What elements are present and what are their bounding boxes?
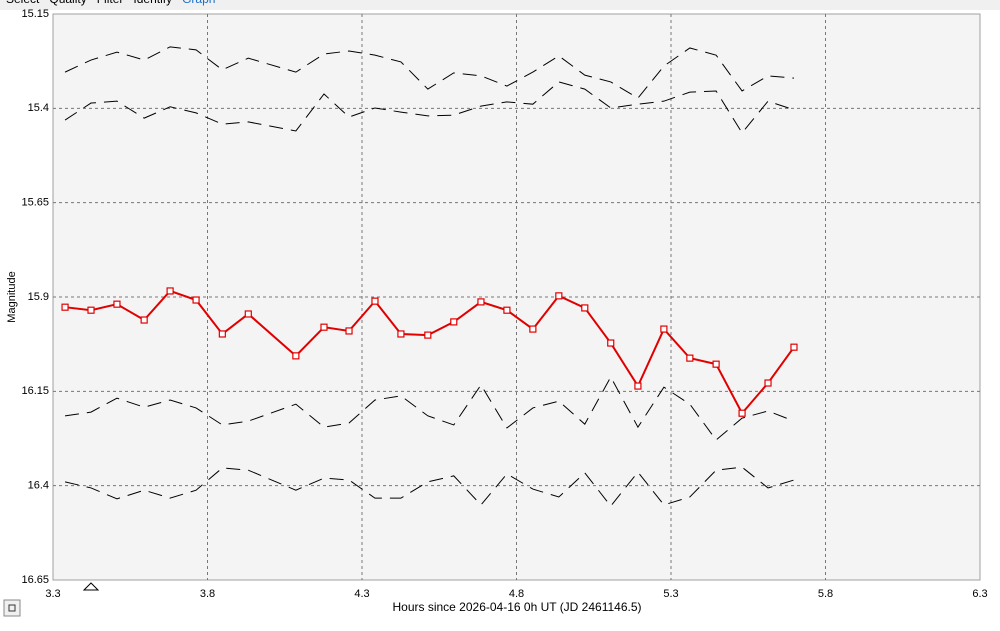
x-tick-label: 3.3 — [45, 588, 60, 600]
data-point — [345, 327, 353, 335]
tab[interactable]: Identify — [133, 0, 172, 6]
data-point — [320, 323, 328, 331]
data-point — [503, 306, 511, 314]
data-point — [764, 379, 772, 387]
data-point — [166, 287, 174, 295]
data-point — [192, 296, 200, 304]
x-tick-label: 6.3 — [972, 588, 987, 600]
y-tick-label: 16.65 — [21, 574, 49, 586]
data-point — [87, 306, 95, 314]
tab[interactable]: Quality — [49, 0, 86, 6]
data-point — [581, 304, 589, 312]
data-point — [660, 325, 668, 333]
y-tick-label: 16.4 — [28, 480, 49, 492]
tab[interactable]: Select — [6, 0, 39, 6]
x-tick-label: 3.8 — [200, 588, 215, 600]
x-tick-label: 5.3 — [663, 588, 678, 600]
data-point — [712, 360, 720, 368]
data-point — [790, 343, 798, 351]
y-tick-label: 15.15 — [21, 8, 49, 20]
y-axis-label: Magnitude — [6, 271, 18, 322]
y-tick-label: 16.15 — [21, 385, 49, 397]
data-point — [529, 325, 537, 333]
data-point — [450, 318, 458, 326]
tab[interactable]: Filter — [97, 0, 124, 6]
data-point — [686, 354, 694, 362]
tab[interactable]: Graph — [182, 0, 215, 6]
x-tick-label: 4.3 — [354, 588, 369, 600]
data-point — [292, 352, 300, 360]
x-tick-label: 4.8 — [509, 588, 524, 600]
data-point — [555, 292, 563, 300]
x-axis-label: Hours since 2026-04-16 0h UT (JD 2461146… — [392, 600, 641, 614]
tab-bar: Select Quality Filter Identify Graph — [0, 0, 219, 8]
data-point — [244, 310, 252, 318]
data-point — [218, 330, 226, 338]
button-icon — [8, 604, 16, 612]
series-line — [64, 375, 795, 441]
data-point — [634, 382, 642, 390]
data-point — [371, 297, 379, 305]
x-tick-label: 5.8 — [818, 588, 833, 600]
data-point — [113, 300, 121, 308]
data-point — [397, 330, 405, 338]
y-tick-label: 15.9 — [28, 291, 49, 303]
y-tick-label: 15.65 — [21, 197, 49, 209]
time-marker — [82, 582, 100, 591]
series-line — [64, 466, 795, 507]
y-tick-label: 15.4 — [28, 102, 49, 114]
data-point — [477, 298, 485, 306]
data-point — [61, 303, 69, 311]
data-point — [738, 409, 746, 417]
button[interactable] — [3, 599, 21, 617]
data-point — [607, 339, 615, 347]
series-line — [64, 289, 795, 415]
series-line — [64, 81, 795, 134]
data-point — [140, 316, 148, 324]
data-point — [424, 331, 432, 339]
series-line — [64, 46, 795, 99]
